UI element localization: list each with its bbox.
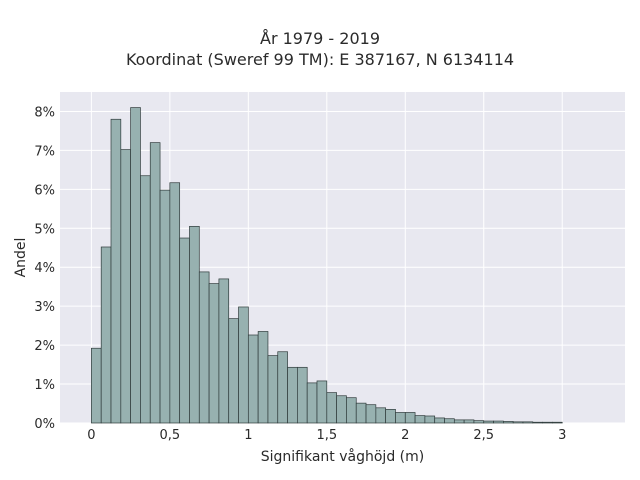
chart-title: År 1979 - 2019 (260, 29, 380, 48)
histogram-bar (355, 402, 367, 424)
histogram-bar (100, 246, 112, 424)
histogram-bar (542, 421, 553, 424)
x-tick-label: 1 (244, 428, 252, 443)
histogram-bar (404, 412, 416, 424)
chart-subtitle: Koordinat (Sweref 99 TM): E 387167, N 61… (125, 50, 515, 69)
histogram-bar (110, 118, 122, 424)
y-tick-label: 8% (34, 105, 55, 120)
histogram-bar (326, 392, 337, 424)
histogram-bar (463, 419, 475, 424)
y-tick-label: 4% (34, 261, 55, 276)
histogram-bar (130, 107, 141, 424)
x-axis-ticks: 0 0,5 1 1,5 2 2,5 3 (87, 428, 566, 443)
y-axis-label: Andel (13, 238, 29, 278)
histogram-bar (483, 420, 494, 424)
histogram-bar (473, 420, 485, 424)
histogram-bar (306, 382, 318, 424)
histogram-bar (267, 355, 279, 424)
histogram-bar (238, 306, 249, 424)
histogram-bar (365, 404, 377, 424)
histogram-bar (503, 421, 514, 424)
x-tick-label: 1,5 (316, 428, 337, 443)
histogram-bar (385, 409, 396, 424)
y-tick-label: 5% (34, 222, 55, 237)
histogram-bar (552, 421, 563, 424)
y-tick-label: 7% (34, 144, 55, 159)
y-tick-label: 2% (34, 339, 55, 354)
histogram-bar (395, 412, 406, 424)
histogram-bar (444, 418, 455, 424)
histogram-bar (140, 175, 151, 424)
histogram-bar (375, 407, 387, 424)
histogram-bar (287, 366, 298, 424)
histogram-bar (169, 182, 181, 424)
y-tick-label: 0% (34, 417, 55, 432)
histogram-bar (434, 417, 445, 424)
y-axis-ticks: 0% 1% 2% 3% 4% 5% 6% 7% 8% (34, 105, 55, 432)
histogram-bar (179, 237, 190, 424)
x-tick-label: 0 (87, 428, 95, 443)
x-tick-label: 3 (558, 428, 566, 443)
histogram-bar (493, 420, 504, 424)
histogram-bar (91, 347, 102, 424)
histogram-bar (414, 415, 426, 424)
histogram-bar (532, 421, 543, 424)
x-axis-label: Signifikant våghöjd (m) (261, 448, 424, 465)
histogram-bar (297, 366, 308, 424)
histogram-bar (149, 142, 161, 424)
histogram-bar (247, 334, 259, 424)
histogram-bar (277, 351, 288, 424)
histogram-bar (424, 415, 436, 424)
histogram-bar (316, 380, 328, 424)
histogram-bar (189, 225, 200, 424)
histogram-bars (91, 107, 563, 424)
histogram-bar (120, 149, 131, 424)
histogram-bar (257, 331, 269, 424)
x-tick-label: 0,5 (160, 428, 181, 443)
x-tick-label: 2,5 (473, 428, 494, 443)
histogram-bar (453, 419, 465, 424)
histogram-bar (159, 189, 171, 424)
y-tick-label: 3% (34, 300, 55, 315)
y-tick-label: 1% (34, 378, 55, 393)
histogram-bar (336, 395, 347, 424)
histogram-bar (346, 397, 357, 424)
y-tick-label: 6% (34, 183, 55, 198)
histogram-bar (198, 271, 210, 424)
x-tick-label: 2 (401, 428, 409, 443)
histogram-bar (522, 421, 534, 424)
histogram-bar (228, 318, 239, 424)
histogram-bar (218, 278, 230, 424)
histogram-bar (208, 283, 220, 424)
histogram-bar (512, 421, 524, 424)
